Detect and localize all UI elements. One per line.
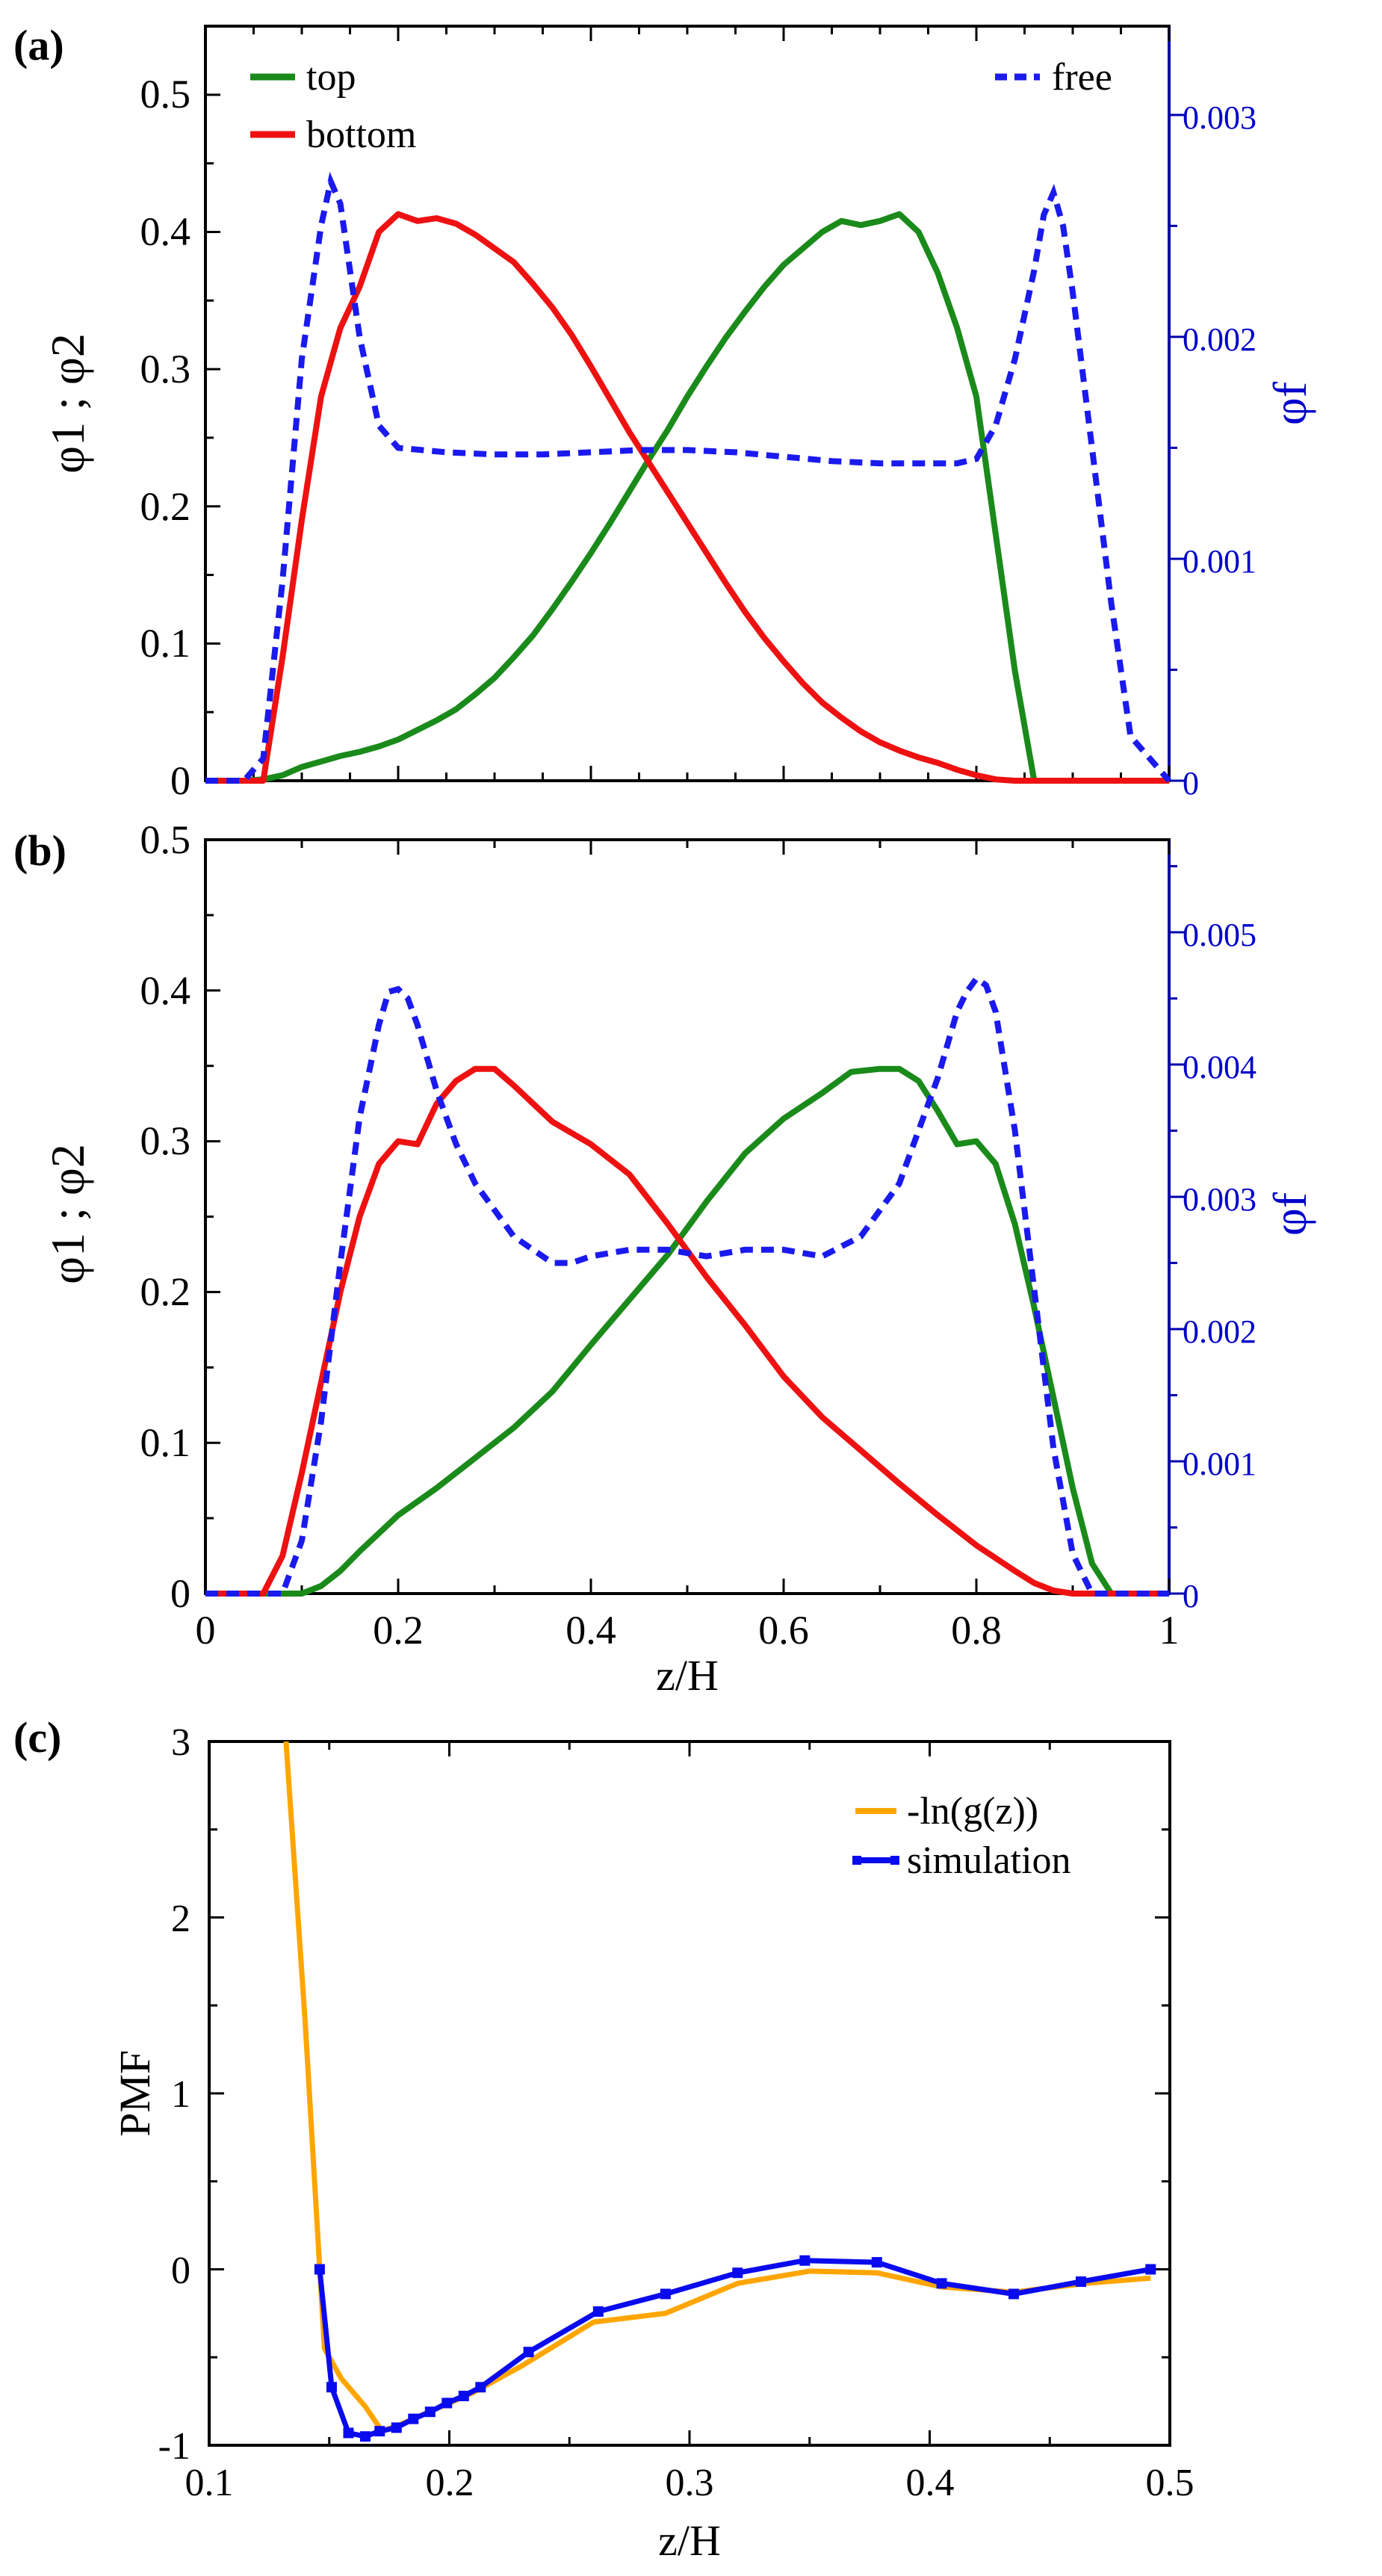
panel-b-ytick-label: 0.2 [140, 1269, 191, 1314]
panel-b-ylabel: φ1 ; φ2 [41, 1144, 94, 1284]
panel-b-xtick-label: 0 [196, 1608, 216, 1653]
panel-c-ytick-label: -1 [158, 2425, 190, 2468]
data-point-simulation [592, 2306, 604, 2318]
panel-c-xtick-label: 0.5 [1146, 2462, 1194, 2504]
data-point-simulation [408, 2413, 419, 2424]
panel-c-xtick-label: 0.1 [185, 2462, 234, 2504]
legend-label-top: top [306, 56, 356, 99]
panel-b-ytick-right-label: 0.004 [1183, 1049, 1256, 1086]
panel-a-ytick-right-label: 0.001 [1183, 543, 1256, 580]
series-line-top [205, 211, 1169, 784]
panel-c-label: (c) [13, 1713, 61, 1762]
data-point-simulation [936, 2278, 947, 2289]
panel-b-ytick-right-label: 0.005 [1183, 917, 1256, 953]
panel-b-xtick-label: 1 [1159, 1608, 1180, 1653]
panel-b-ticks [204, 838, 1184, 1595]
panel-b-ytick-label: 0.1 [140, 1420, 191, 1465]
panel-b-ytick-label: 0.4 [140, 968, 191, 1013]
panel-b-ytick-right-label: 0.003 [1183, 1181, 1256, 1218]
data-point-simulation [871, 2257, 882, 2268]
data-point-simulation [458, 2391, 469, 2402]
panel-b-ytick-right-label: 0.001 [1183, 1446, 1256, 1482]
panel-a-ytick-label: 0.3 [140, 347, 191, 391]
panel-a-lines [205, 171, 1172, 784]
panel-a-ytick-right-label: 0.002 [1183, 321, 1256, 358]
data-point-simulation [475, 2382, 486, 2393]
data-point-simulation [359, 2431, 371, 2442]
panel-a-ytick-right-label: 0.003 [1183, 99, 1256, 136]
series-line-free [205, 171, 1172, 784]
panel-a-ytick-label: 0.1 [140, 621, 191, 666]
panel-a-ylabel-right: φf [1263, 381, 1316, 425]
data-point-simulation [1145, 2264, 1156, 2275]
data-point-simulation [732, 2267, 743, 2279]
series-line-lng [283, 1741, 1151, 2434]
data-point-simulation [523, 2347, 534, 2358]
panel-c-ytick-label: 1 [171, 2073, 190, 2116]
data-point-simulation [1008, 2288, 1020, 2300]
panel-c-ytick-label: 2 [171, 1898, 190, 1940]
panel-b-xtick-label: 0.2 [373, 1608, 424, 1653]
data-point-simulation [391, 2422, 402, 2433]
panel-b-ytick-right-label: 0 [1183, 1578, 1199, 1614]
panel-c-ytick-label: 3 [171, 1721, 190, 1764]
data-point-simulation [660, 2288, 671, 2300]
panel-a-legend: top bottom free [250, 56, 1112, 156]
data-point-simulation [424, 2406, 436, 2418]
panel-c-ticks [208, 1740, 1171, 2447]
legend-label-lng: -ln(g(z)) [907, 1790, 1038, 1833]
panel-b-xlabel: z/H [656, 1651, 719, 1700]
data-point-simulation [1076, 2276, 1087, 2287]
data-point-simulation [314, 2264, 325, 2275]
data-point-simulation [326, 2382, 337, 2393]
data-point-simulation [343, 2427, 354, 2439]
data-point-simulation [374, 2426, 385, 2437]
panel-b-xtick-label: 0.8 [951, 1608, 1002, 1653]
panel-b: (b) 0 0.1 0.2 0.3 0.4 0.5 0 0.001 0.002 … [13, 817, 1316, 1700]
series-line-top [205, 1065, 1169, 1597]
panel-b-lines [205, 974, 1169, 1597]
panel-a-ytick-right-label: 0 [1183, 765, 1199, 802]
legend-marker-simulation [852, 1856, 861, 1865]
panel-b-label: (b) [13, 826, 66, 875]
data-point-simulation [799, 2255, 811, 2266]
legend-label-simulation: simulation [907, 1839, 1071, 1882]
legend-label-free: free [1052, 56, 1112, 99]
panel-c: (c) -1 0 1 2 3 0.1 0.2 0.3 0.4 0.5 z/H P… [13, 1713, 1194, 2565]
panel-c-xtick-label: 0.3 [666, 2462, 714, 2504]
panel-a-ytick-label: 0.5 [140, 72, 191, 117]
series-line-bottom [205, 211, 1169, 784]
panel-b-ytick-label: 0.5 [140, 817, 191, 862]
panel-c-legend: -ln(g(z)) simulation [852, 1790, 1071, 1882]
panel-c-xtick-label: 0.4 [906, 2462, 955, 2504]
panel-a-ytick-label: 0 [170, 758, 190, 803]
panel-c-lines [283, 1741, 1156, 2442]
panel-b-ytick-label: 0.3 [140, 1118, 191, 1163]
panel-b-xtick-label: 0.6 [758, 1608, 809, 1653]
data-point-simulation [441, 2397, 453, 2409]
panel-a: (a) 0 0.1 0.2 0.3 0.4 0.5 0 0.001 0.002 … [13, 21, 1316, 803]
panel-b-ytick-label: 0 [170, 1571, 190, 1616]
panel-b-ytick-right-label: 0.002 [1183, 1313, 1256, 1350]
panel-c-xlabel: z/H [658, 2516, 721, 2565]
series-line-free [205, 974, 1169, 1597]
panel-a-ylabel: φ1 ; φ2 [41, 333, 94, 474]
panel-a-label: (a) [13, 21, 64, 69]
legend-label-bottom: bottom [306, 114, 416, 156]
series-line-bottom [205, 1065, 1169, 1597]
panel-a-ytick-label: 0.4 [140, 209, 191, 254]
panel-c-ylabel: PMF [111, 2050, 159, 2137]
panel-c-ytick-label: 0 [171, 2250, 190, 2292]
panel-b-ylabel-right: φf [1263, 1192, 1316, 1236]
panel-b-xtick-label: 0.4 [565, 1608, 616, 1653]
panel-a-ytick-label: 0.2 [140, 484, 191, 529]
panel-c-xtick-label: 0.2 [426, 2462, 474, 2504]
legend-marker-simulation [890, 1856, 899, 1865]
